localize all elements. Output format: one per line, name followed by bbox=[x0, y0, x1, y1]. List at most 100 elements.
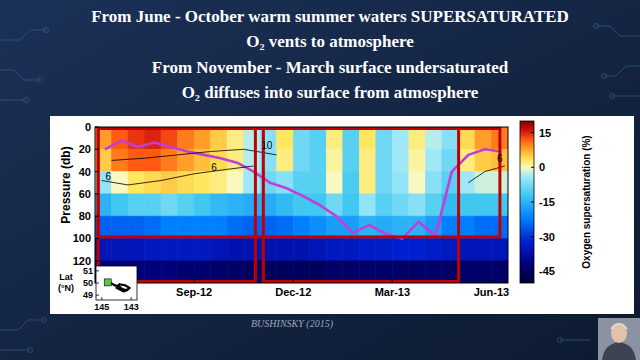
heatmap-cell bbox=[376, 261, 393, 283]
heatmap-cell bbox=[425, 127, 442, 149]
circuit-trace bbox=[604, 66, 640, 76]
contour-label: 6 bbox=[497, 153, 503, 164]
heatmap-cell bbox=[178, 127, 195, 149]
heatmap-cell bbox=[161, 194, 178, 216]
colorbar-tick-label: -15 bbox=[539, 196, 555, 208]
heatmap-cell bbox=[293, 127, 310, 149]
y-tick bbox=[95, 149, 99, 150]
heatmap-cell bbox=[178, 261, 195, 283]
title-line: From June - October warm summer waters S… bbox=[91, 7, 569, 26]
heatmap-cell bbox=[293, 216, 310, 238]
circuit-trace bbox=[560, 340, 590, 341]
heatmap-cells bbox=[95, 127, 508, 283]
colorbar-tick bbox=[531, 167, 534, 168]
circuit-node bbox=[24, 98, 29, 103]
heatmap-cell bbox=[310, 261, 327, 283]
x-tick-label: Mar-13 bbox=[375, 286, 410, 298]
presenter-body bbox=[602, 342, 636, 360]
heatmap-cell bbox=[343, 216, 360, 238]
heatmap-cell bbox=[244, 194, 261, 216]
y-tick bbox=[95, 238, 99, 239]
heatmap-cell bbox=[194, 261, 211, 283]
heatmap-cell bbox=[145, 238, 162, 260]
heatmap-cell bbox=[409, 127, 426, 149]
heatmap-cell bbox=[409, 216, 426, 238]
heatmap-cell bbox=[244, 216, 261, 238]
y-tick bbox=[95, 260, 99, 261]
heatmap-cell bbox=[425, 172, 442, 194]
heatmap-cell bbox=[491, 238, 508, 260]
heatmap-cell bbox=[326, 149, 343, 171]
heatmap-cell bbox=[161, 216, 178, 238]
heatmap-cell bbox=[277, 261, 294, 283]
heatmap-cell bbox=[326, 172, 343, 194]
heatmap-cell bbox=[409, 261, 426, 283]
circuit-trace bbox=[0, 350, 30, 351]
heatmap-cell bbox=[376, 127, 393, 149]
slide: From June - October warm summer waters S… bbox=[0, 0, 640, 360]
heatmap-cell bbox=[475, 261, 492, 283]
heatmap-cell bbox=[409, 149, 426, 171]
circuit-node bbox=[558, 338, 563, 343]
heatmap-cell bbox=[194, 172, 211, 194]
y-tick bbox=[95, 193, 99, 194]
heatmap-cell bbox=[211, 238, 228, 260]
circuit-decoration bbox=[0, 24, 640, 353]
colorbar bbox=[520, 121, 534, 283]
inset-x-tick bbox=[131, 297, 132, 300]
heatmap-cell bbox=[112, 216, 129, 238]
y-tick-label: 60 bbox=[79, 188, 91, 200]
colorbar-tick bbox=[531, 271, 534, 272]
circuit-trace bbox=[0, 100, 26, 101]
heatmap-cell bbox=[475, 127, 492, 149]
heatmap-cell bbox=[458, 216, 475, 238]
heatmap-cell bbox=[211, 261, 228, 283]
presenter-head bbox=[611, 323, 627, 343]
heatmap-cell bbox=[293, 172, 310, 194]
heatmap-cell bbox=[376, 194, 393, 216]
heatmap-cell bbox=[194, 238, 211, 260]
heatmap-cell bbox=[475, 216, 492, 238]
contour-line bbox=[112, 149, 277, 160]
heatmap-cell bbox=[194, 127, 211, 149]
heatmap-cell bbox=[343, 194, 360, 216]
circuit-trace bbox=[0, 30, 46, 40]
heatmap-cell bbox=[458, 127, 475, 149]
plot-area bbox=[95, 127, 508, 283]
heatmap-cell bbox=[161, 172, 178, 194]
colorbar-tick bbox=[531, 236, 534, 237]
heatmap-cell bbox=[458, 261, 475, 283]
heatmap-cell bbox=[310, 238, 327, 260]
heatmap-cell bbox=[277, 238, 294, 260]
circuit-node bbox=[602, 74, 607, 79]
chart-panel bbox=[50, 116, 634, 314]
heatmap-cell bbox=[310, 216, 327, 238]
heatmap-cell bbox=[409, 194, 426, 216]
background bbox=[0, 0, 640, 360]
y-tick-label: 20 bbox=[79, 143, 91, 155]
x-tick-label: Jun-13 bbox=[474, 286, 509, 298]
heatmap-cell bbox=[227, 194, 244, 216]
circuit-trace bbox=[0, 70, 40, 80]
x-tick bbox=[293, 279, 294, 283]
inset-x-tick-label: 143 bbox=[124, 302, 139, 312]
heatmap-cell bbox=[491, 261, 508, 283]
heatmap-cell bbox=[178, 194, 195, 216]
colorbar-tick-label: 0 bbox=[539, 161, 545, 173]
heatmap-cell bbox=[244, 261, 261, 283]
heatmap-cell bbox=[128, 216, 145, 238]
inset-x-tick bbox=[101, 297, 102, 300]
inset-y-label: (°N) bbox=[58, 283, 74, 293]
y-tick-label: 80 bbox=[79, 210, 91, 222]
y-tick-label: 100 bbox=[73, 232, 91, 244]
heatmap-cell bbox=[194, 216, 211, 238]
inset-y-label: Lat bbox=[59, 272, 73, 282]
heatmap-cell bbox=[442, 238, 459, 260]
heatmap-cell bbox=[145, 149, 162, 171]
heatmap-cell bbox=[161, 238, 178, 260]
heatmap-cell bbox=[376, 238, 393, 260]
contour-label: 10 bbox=[261, 140, 273, 151]
heatmap-cell bbox=[458, 172, 475, 194]
colorbar-tick-label: -30 bbox=[539, 231, 555, 243]
heatmap-cell bbox=[211, 216, 228, 238]
